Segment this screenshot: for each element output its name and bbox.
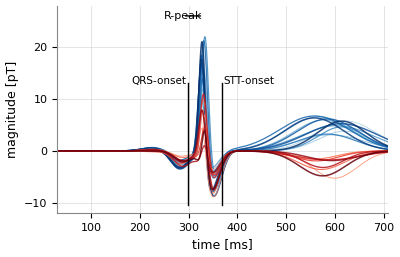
X-axis label: time [ms]: time [ms] [192,238,253,251]
Text: STT-onset: STT-onset [223,76,274,86]
Text: R-peak: R-peak [163,11,202,21]
Text: QRS-onset: QRS-onset [131,76,186,86]
Y-axis label: magnitude [pT]: magnitude [pT] [6,61,18,158]
